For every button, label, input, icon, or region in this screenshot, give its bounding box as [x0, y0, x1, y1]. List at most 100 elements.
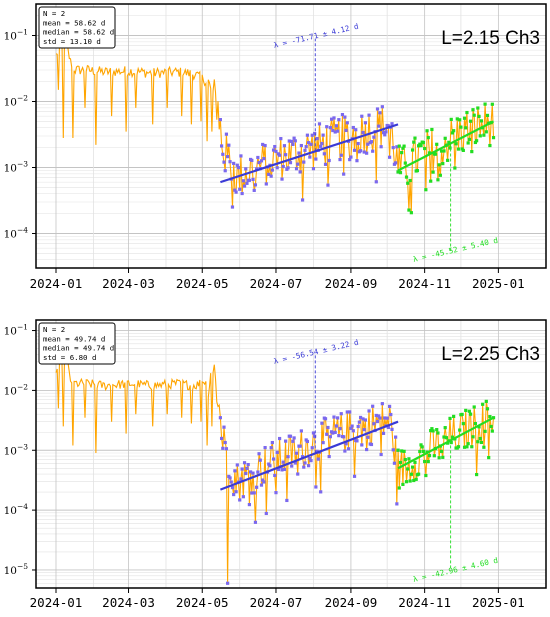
y-tick-label: 10−4 — [4, 502, 29, 517]
plot-frame — [35, 3, 547, 269]
segment-2-point — [449, 440, 453, 445]
segment-1-point — [300, 455, 305, 459]
segment-2-point — [404, 175, 409, 179]
x-tick-label: 2024-03 — [102, 595, 155, 610]
segment-2-point — [400, 449, 404, 453]
segment-2-point — [402, 144, 406, 148]
segment-1-point — [387, 404, 392, 408]
segment-1-point — [274, 491, 278, 495]
segment-1-point — [275, 166, 279, 170]
stats-line: std = 13.10 d — [43, 37, 101, 46]
segment-1-point — [357, 420, 361, 424]
segment-1-point — [246, 462, 250, 467]
segment-1-point — [253, 520, 258, 524]
segment-2-point — [477, 425, 481, 429]
segment-2-point — [431, 429, 435, 433]
segment-1-point — [228, 160, 232, 164]
segment-1-point — [287, 139, 291, 143]
segment-1-point — [344, 442, 348, 446]
segment-1-point — [334, 424, 339, 428]
segment-1-point — [332, 116, 336, 120]
segment-1-point — [290, 139, 294, 143]
segment-1-point — [281, 164, 285, 169]
segment-1-point — [303, 148, 307, 152]
segment-2-point — [437, 163, 441, 167]
segment-1-point — [261, 478, 265, 482]
segment-1-point — [381, 431, 386, 435]
segment-1-point — [228, 476, 232, 480]
segment-2-point — [455, 117, 459, 121]
segment-1-point — [355, 159, 359, 163]
segment-2-point — [397, 144, 401, 148]
segment-1-point — [351, 429, 355, 433]
y-tick-label: 10−4 — [4, 225, 29, 240]
segment-1-point — [348, 410, 352, 414]
segment-2-point — [473, 422, 478, 426]
segment-2-point — [427, 151, 432, 155]
segment-2-point — [397, 486, 401, 490]
segment-2-point — [439, 149, 444, 153]
segment-1-point — [362, 150, 366, 154]
segment-1-point — [338, 157, 342, 162]
segment-2-point — [465, 445, 469, 449]
x-tick-label: 2024-07 — [250, 276, 303, 291]
panel-label: L=2.15 Ch3 — [441, 28, 540, 49]
segment-2-point — [448, 146, 452, 150]
segment-1-point — [303, 461, 307, 465]
segment-1-point — [238, 187, 242, 191]
segment-2-point — [467, 409, 471, 413]
segment-1-point — [358, 149, 363, 153]
segment-1-point — [219, 436, 224, 441]
segment-1-point — [332, 415, 336, 419]
segment-1-point — [278, 436, 282, 441]
segment-1-point — [230, 485, 235, 490]
segment-1-point — [354, 128, 358, 132]
segment-1-point — [298, 170, 302, 174]
segment-2-point — [412, 140, 416, 144]
segment-1-point — [269, 174, 273, 178]
segment-1-point — [391, 145, 395, 150]
segment-1-point — [292, 136, 296, 140]
segment-1-point — [284, 153, 288, 157]
segment-2-point — [483, 429, 487, 433]
segment-1-point — [395, 145, 399, 149]
segment-2-point — [458, 428, 462, 432]
segment-1-point — [256, 470, 260, 474]
segment-1-point — [224, 132, 229, 136]
segment-1-point — [386, 425, 390, 430]
segment-1-point — [258, 458, 262, 462]
segment-2-point — [425, 129, 429, 133]
segment-2-point — [421, 449, 426, 454]
segment-1-point — [239, 154, 243, 158]
segment-1-point — [328, 126, 332, 130]
segment-1-point — [310, 446, 314, 450]
segment-2-point — [424, 473, 428, 478]
segment-2-point — [489, 424, 493, 429]
x-tick-label: 2024-05 — [176, 276, 229, 291]
segment-1-point — [263, 143, 267, 148]
segment-1-point — [230, 205, 235, 209]
segment-2-point — [403, 161, 407, 165]
segment-1-point — [223, 169, 227, 173]
segment-2-point — [436, 178, 440, 182]
x-tick-label: 2024-09 — [325, 276, 378, 291]
segment-1-point — [223, 440, 227, 445]
segment-2-point — [435, 428, 439, 432]
segment-2-point — [466, 141, 470, 145]
segment-1-point — [333, 430, 337, 434]
segment-1-point — [241, 495, 245, 499]
segment-1-point — [374, 413, 378, 418]
grid — [36, 4, 546, 268]
segment-1-point — [326, 183, 330, 187]
segment-1-point — [250, 158, 254, 162]
segment-2-point — [487, 455, 491, 460]
segment-1-point — [236, 166, 241, 170]
segment-1-point — [261, 142, 265, 147]
segment-1-point — [323, 162, 328, 166]
segment-1-point — [227, 143, 231, 147]
segment-1-point — [278, 153, 282, 157]
segment-2-fit-line — [397, 120, 495, 172]
segment-2-point — [408, 479, 412, 483]
segment-2-point — [420, 445, 424, 449]
segment-2-point — [488, 415, 492, 419]
